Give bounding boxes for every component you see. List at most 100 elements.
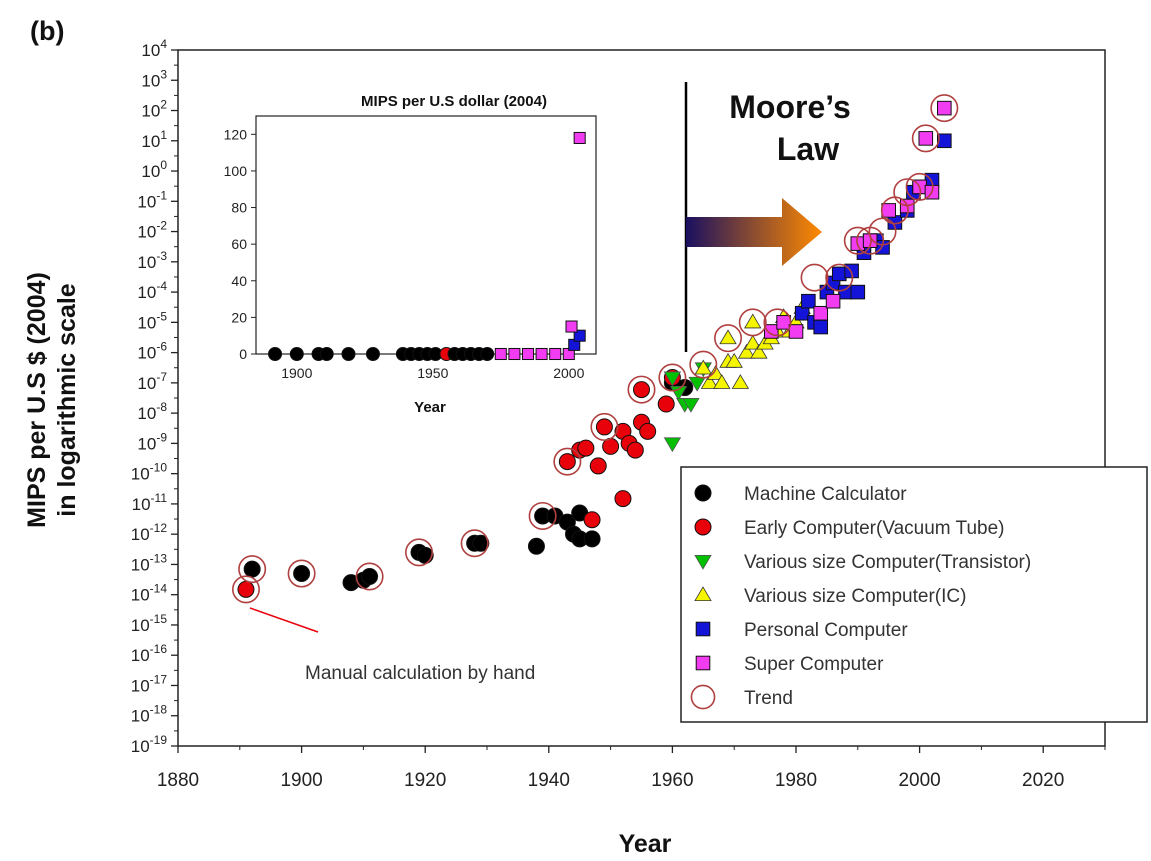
legend-label: Machine Calculator	[744, 484, 907, 505]
y-axis-title-line1: MIPS per U.S $ (2004)	[23, 272, 51, 528]
inset-y-tick-label: 100	[224, 163, 248, 179]
point-various-size-computer-ic	[750, 343, 768, 359]
legend-label: Trend	[744, 688, 793, 709]
inset-point	[508, 347, 521, 361]
legend-label: Early Computer(Vacuum Tube)	[744, 518, 1004, 539]
point-various-size-computer-transistor	[663, 437, 682, 453]
y-tick-label: 10-2	[137, 219, 167, 242]
inset-axes: 0 20 40 60 80 100 120 1900 1950 2000	[224, 126, 585, 381]
legend-marker	[695, 655, 711, 671]
point-various-size-computer-transistor	[688, 376, 706, 392]
point-machine-calculator	[416, 546, 434, 564]
point-various-size-computer-ic	[725, 352, 743, 368]
inset-title: MIPS per U.S dollar (2004)	[361, 93, 547, 110]
panel-label: (b)	[30, 16, 64, 46]
inset-point	[573, 131, 586, 144]
point-super-computer	[788, 324, 804, 339]
point-trend	[893, 178, 922, 207]
point-super-computer	[776, 315, 791, 330]
point-trend	[238, 555, 267, 584]
point-various-size-computer-ic	[713, 374, 731, 389]
point-early-computer-vacuum-tube	[595, 418, 613, 436]
point-trend	[627, 375, 656, 404]
y-tick-label: 10-11	[132, 491, 168, 514]
point-trend	[460, 529, 489, 558]
point-machine-calculator	[361, 567, 379, 585]
y-tick-label: 101	[141, 128, 167, 151]
point-trend	[930, 94, 959, 123]
legend-marker	[695, 621, 711, 637]
point-trend	[763, 308, 792, 337]
point-various-size-computer-ic	[706, 364, 725, 380]
legend-marker	[694, 518, 712, 536]
point-early-computer-vacuum-tube	[237, 580, 255, 598]
legend-marker	[694, 586, 712, 601]
point-early-computer-vacuum-tube	[583, 511, 601, 529]
x-tick-label: 1900	[280, 770, 322, 791]
x-tick-label: 1880	[157, 770, 199, 791]
x-tick-label: 1980	[775, 770, 817, 791]
y-tick-label: 10-1	[137, 188, 167, 211]
point-super-computer	[881, 203, 897, 218]
inset-y-tick-label: 40	[231, 273, 247, 289]
point-various-size-computer-ic	[694, 359, 712, 375]
point-various-size-computer-ic	[744, 313, 762, 329]
point-early-computer-vacuum-tube	[657, 395, 675, 413]
point-trend	[843, 226, 872, 255]
inset-point	[535, 347, 548, 361]
point-machine-calculator	[293, 565, 311, 583]
y-tick-label: 10-18	[131, 703, 168, 726]
x-tick-label: 1940	[528, 770, 570, 791]
y-tick-label: 10-3	[137, 249, 167, 272]
point-various-size-computer-ic	[719, 329, 737, 345]
x-axis-title: Year	[619, 830, 672, 858]
legend-box	[680, 466, 1148, 723]
point-trend	[231, 575, 260, 604]
inset-point	[268, 347, 283, 361]
x-axis: 1880 1900 1920 1940 1960 1980 2000 2020	[157, 746, 1106, 791]
y-tick-label: 10-6	[137, 340, 167, 363]
x-tick-label: 1920	[404, 770, 446, 791]
point-trend	[287, 559, 316, 588]
point-personal-computer	[838, 284, 853, 300]
point-trend	[590, 412, 619, 441]
moores-law-title-line1: Moore’s	[729, 89, 851, 125]
inset-y-tick-label: 120	[224, 126, 248, 142]
inset-point	[480, 347, 495, 361]
inset-y-tick-label: 0	[239, 346, 247, 362]
point-trend	[911, 124, 940, 153]
y-tick-label: 10-14	[131, 582, 168, 605]
point-early-computer-vacuum-tube	[558, 453, 576, 471]
inset-point	[289, 347, 304, 361]
inset-point	[494, 347, 507, 361]
inset-chart: MIPS per U.S dollar (2004) 0 20 40 60 80 100 1…	[224, 93, 597, 416]
point-various-size-computer-ic	[744, 334, 762, 350]
manual-callout-line	[249, 607, 319, 633]
point-machine-calculator	[472, 534, 490, 552]
point-trend	[905, 172, 934, 201]
point-trend	[738, 308, 767, 337]
point-personal-computer	[937, 133, 952, 149]
inset-point	[573, 329, 586, 342]
inset-x-tick-label: 2000	[553, 365, 584, 381]
x-tick-label: 2000	[898, 770, 940, 791]
y-tick-label: 10-12	[131, 521, 168, 544]
y-tick-label: 104	[141, 37, 167, 60]
legend-label: Super Computer	[744, 654, 884, 675]
inset-point	[565, 320, 578, 333]
legend: Machine Calculator Early Computer(Vacuum …	[680, 466, 1148, 723]
y-axis-title-line2: in logarithmic scale	[53, 283, 81, 517]
inset-y-tick-label: 20	[231, 309, 247, 325]
x-tick-label: 2020	[1022, 770, 1064, 791]
y-tick-label: 10-17	[131, 672, 168, 695]
legend-marker	[694, 484, 712, 502]
point-personal-computer	[831, 266, 847, 282]
y-tick-label: 10-16	[131, 642, 168, 665]
y-tick-label: 10-9	[137, 430, 167, 453]
point-personal-computer	[801, 293, 816, 309]
point-various-size-computer-ic	[737, 343, 756, 359]
point-trend	[825, 263, 854, 292]
moores-law-arrow	[686, 198, 822, 266]
y-tick-label: 10-7	[137, 370, 167, 393]
